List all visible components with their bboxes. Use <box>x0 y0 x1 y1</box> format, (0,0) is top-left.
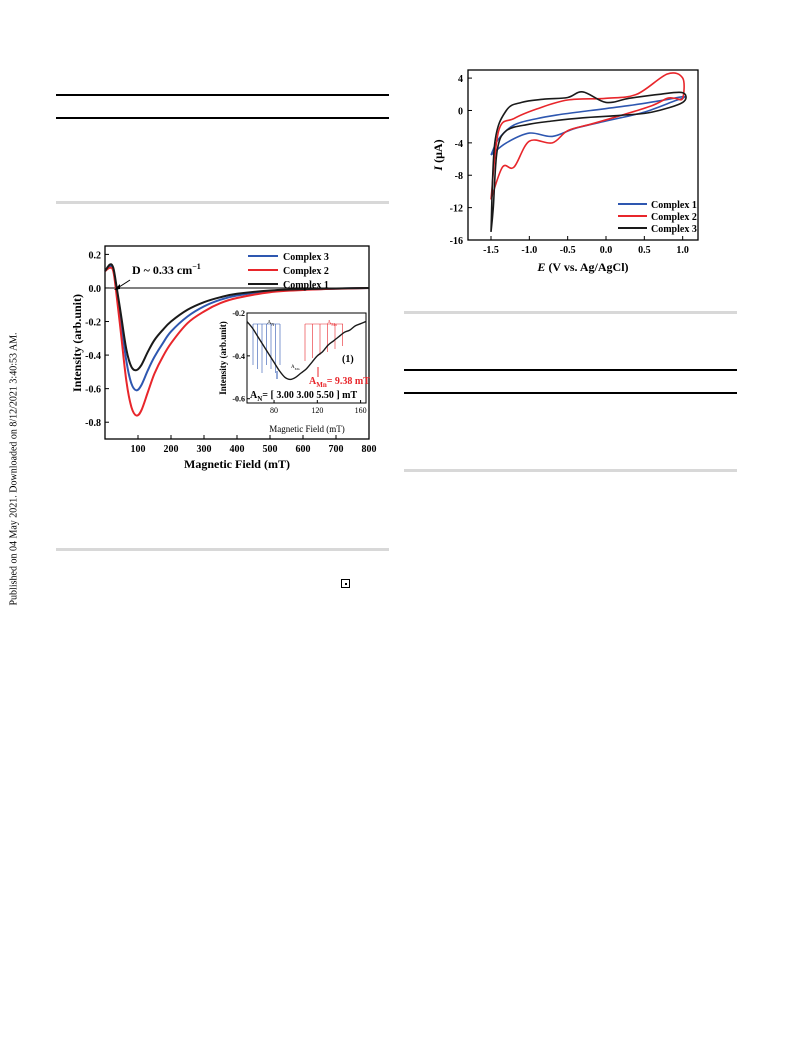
table-header-rule-right <box>404 392 737 394</box>
sidebar-publication-note: Published on 04 May 2021. Downloaded on … <box>8 296 20 606</box>
legend-label: Complex 1 <box>283 280 329 291</box>
y-tick-label: 0 <box>458 106 463 117</box>
y-axis-label: Intensity (arb.unit) <box>70 294 84 392</box>
inset-label: (1) <box>342 354 354 365</box>
series-line-complex-3 <box>490 91 687 232</box>
d-annotation: D ~ 0.33 cm−1 <box>132 262 201 277</box>
y-tick-label: -8 <box>455 171 463 182</box>
x-tick-label: -1.0 <box>521 245 537 256</box>
inset-x-tick-label: 80 <box>270 406 278 415</box>
table-top-rule-left <box>56 94 389 96</box>
a-n-label: AN= [ 3.00 3.00 5.50 ] mT <box>250 390 357 403</box>
section-divider-right-2 <box>404 469 737 472</box>
plot-frame <box>467 69 699 241</box>
x-tick-label: 100 <box>131 444 146 455</box>
epr-chart-panel: 0.2 0.0 -0.2 -0.4 -0.6 -0.8 100 200 300 400 500 60… <box>70 240 380 480</box>
epr-chart: 0.2 0.0 -0.2 -0.4 -0.6 -0.8 100 200 300 400 500 60… <box>70 245 377 471</box>
inset-x-tick-label: 120 <box>311 406 323 415</box>
table-top-rule-right <box>404 369 737 371</box>
series-line-complex-2 <box>104 266 370 417</box>
a-mn-label: AMn= 9.38 mT <box>309 376 370 389</box>
x-tick-label: 0.5 <box>638 245 651 256</box>
legend-label: Complex 3 <box>283 252 329 263</box>
x-tick-label: -1.5 <box>483 245 499 256</box>
x-axis-label: E (V vs. Ag/AgCl) <box>536 260 628 274</box>
cv-chart-panel: 4 0 -4 -8 -12 -16 -1.5 -1.0 -0.5 0.0 0.5 1.0 E (V … <box>428 64 708 284</box>
series-line-complex-1 <box>490 95 686 156</box>
table-header-rule-left <box>56 117 389 119</box>
y-axis-label: I (μA) <box>431 139 445 171</box>
inset-y-axis-label: Intensity (arb.unit) <box>218 321 228 395</box>
y-tick-label: -4 <box>455 139 463 150</box>
inset-a-mn-tag-2: AMn <box>291 365 300 371</box>
x-axis-label: Magnetic Field (mT) <box>184 457 290 471</box>
section-divider-left-1 <box>56 201 389 204</box>
y-tick-label: 0.0 <box>89 284 102 295</box>
y-tick-label: -0.4 <box>85 351 101 362</box>
section-divider-left-2 <box>56 548 389 551</box>
legend-label: Complex 1 <box>651 200 697 211</box>
x-tick-label: 0.0 <box>600 245 613 256</box>
inset-y-tick-label: -0.6 <box>232 395 245 404</box>
inset-series-line <box>246 320 367 381</box>
cv-chart: 4 0 -4 -8 -12 -16 -1.5 -1.0 -0.5 0.0 0.5 1.0 E (V … <box>431 69 699 274</box>
y-tick-label: 0.2 <box>89 250 102 261</box>
series-line-complex-1 <box>104 263 370 372</box>
section-divider-right-1 <box>404 311 737 314</box>
legend: Complex 3 Complex 2 Complex 1 <box>248 252 329 291</box>
inset-x-tick-label: 160 <box>355 406 367 415</box>
inset-frame <box>246 312 367 404</box>
inset-y-tick-label: -0.4 <box>232 352 245 361</box>
x-tick-label: 200 <box>164 444 179 455</box>
x-tick-label: 800 <box>362 444 377 455</box>
y-tick-label: -12 <box>450 204 463 215</box>
reference-link-icon[interactable] <box>341 579 350 588</box>
series-line-complex-2 <box>490 72 685 200</box>
d-arrow-head <box>114 284 120 290</box>
inset-x-axis-label: Magnetic Field (mT) <box>269 424 344 434</box>
inset-y-tick-label: -0.2 <box>232 309 245 318</box>
x-tick-label: 400 <box>230 444 245 455</box>
legend-label: Complex 2 <box>651 212 697 223</box>
x-tick-label: 300 <box>197 444 212 455</box>
x-tick-label: 1.0 <box>676 245 689 256</box>
y-tick-label: -16 <box>450 236 463 247</box>
x-tick-label: 700 <box>329 444 344 455</box>
x-tick-label: 600 <box>296 444 311 455</box>
inset-a-n-tag: AN <box>267 320 274 327</box>
x-tick-label: 500 <box>263 444 278 455</box>
legend-label: Complex 2 <box>283 266 329 277</box>
inset-chart: -0.2 -0.4 -0.6 80 120 160 Magnetic Field (mT… <box>218 309 370 434</box>
y-tick-label: 4 <box>458 74 463 85</box>
sidebar-text: Published on 04 May 2021. Downloaded on … <box>8 332 20 606</box>
y-tick-label: -0.8 <box>85 418 101 429</box>
y-tick-label: -0.2 <box>85 318 101 329</box>
inset-a-mn-tag: AMn <box>327 320 337 327</box>
legend-label: Complex 3 <box>651 224 697 235</box>
x-tick-label: -0.5 <box>560 245 576 256</box>
y-tick-label: -0.6 <box>85 385 101 396</box>
